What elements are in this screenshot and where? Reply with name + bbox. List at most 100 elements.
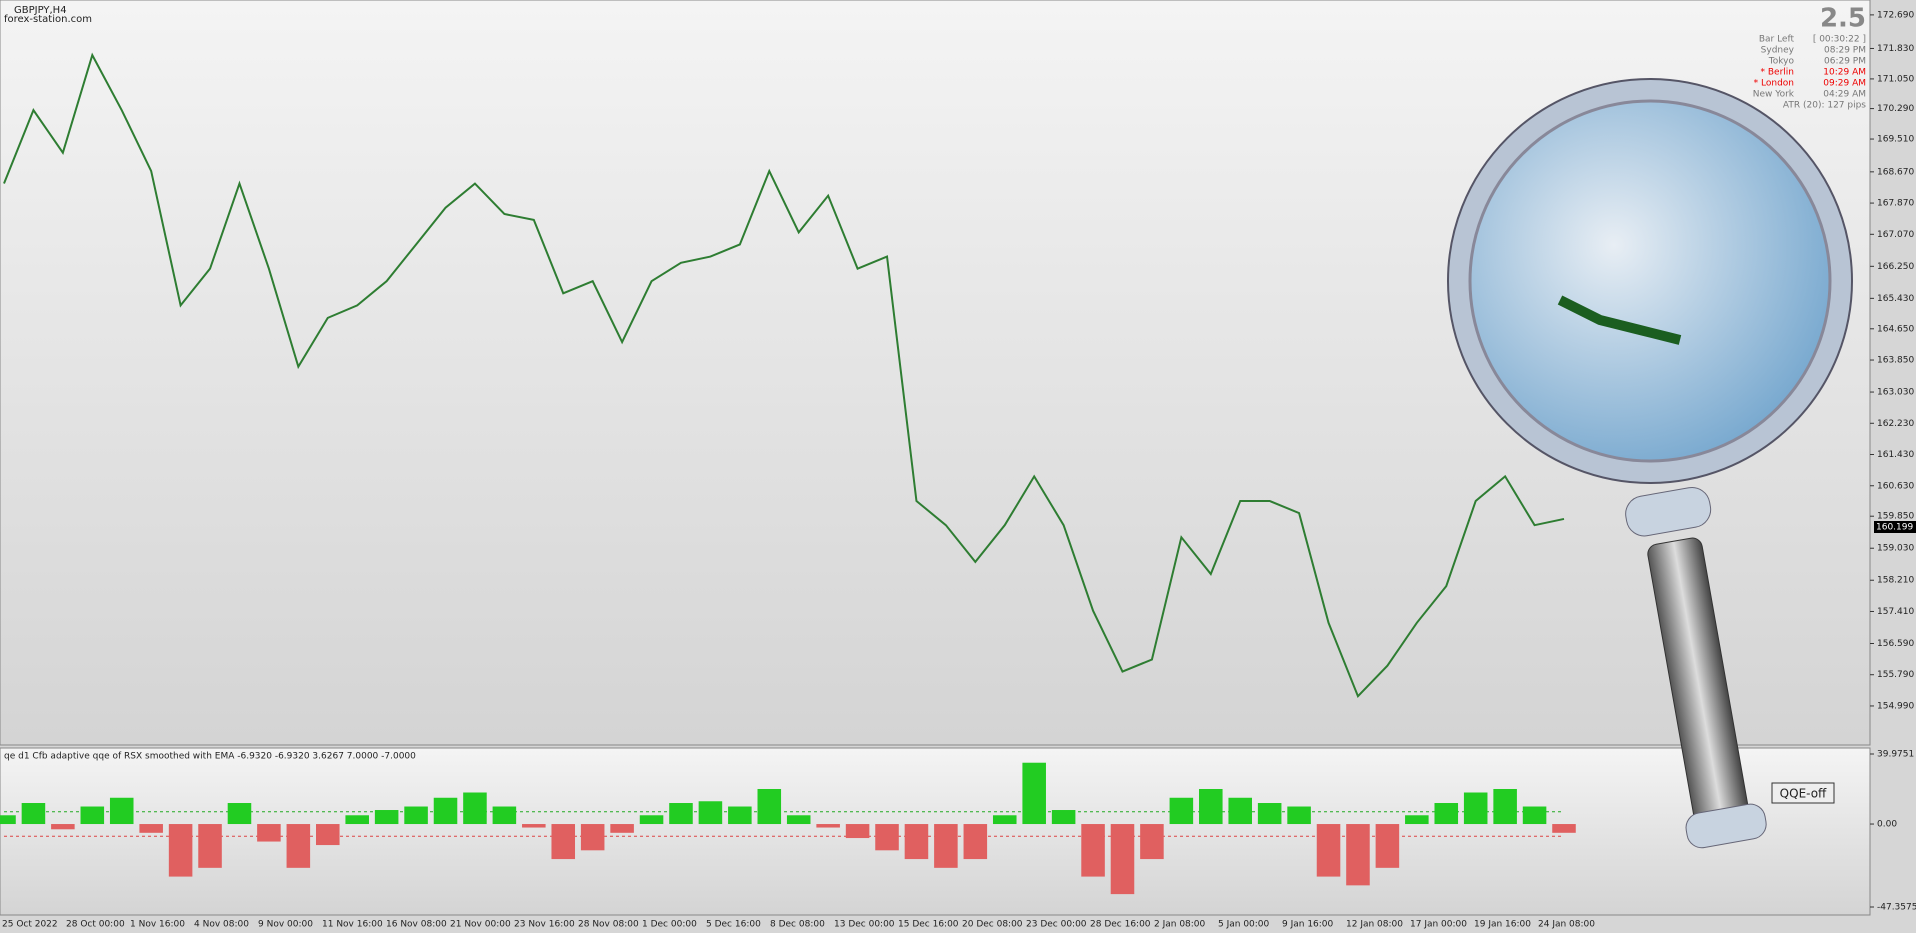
y-tick-label: 168.670 <box>1877 167 1914 177</box>
histogram-bar <box>316 824 340 846</box>
y-tick-label: 171.050 <box>1877 74 1914 84</box>
y-tick-label: 171.830 <box>1877 44 1914 54</box>
y-tick-label: 39.9751 <box>1877 750 1914 760</box>
histogram-bar <box>904 824 929 860</box>
y-tick-label: 163.030 <box>1877 388 1914 398</box>
time-label: 21 Nov 00:00 <box>450 920 511 930</box>
time-label: 12 Jan 08:00 <box>1346 920 1403 930</box>
time-label: 17 Jan 00:00 <box>1410 920 1467 930</box>
y-tick-label: -47.3575 <box>1877 903 1916 913</box>
time-label: 16 Nov 08:00 <box>386 920 447 930</box>
histogram-bar <box>522 824 546 828</box>
histogram-bar <box>963 824 988 860</box>
time-label: 9 Jan 16:00 <box>1282 920 1334 930</box>
current-price: 160.199 <box>1876 523 1913 533</box>
histogram-bar <box>1257 803 1282 825</box>
histogram-bar <box>845 824 870 839</box>
histogram-bar <box>934 824 958 868</box>
histogram-bar <box>728 806 752 825</box>
histogram-bar <box>463 792 487 825</box>
histogram-bar <box>698 801 723 825</box>
histogram-bar <box>757 788 782 825</box>
histogram-bar <box>198 824 222 868</box>
histogram-bar <box>0 815 16 825</box>
histogram-bar <box>1405 815 1429 825</box>
price-line <box>3 52 1565 699</box>
symbol: GBPJPY,H4 <box>14 5 67 16</box>
histogram-bar <box>257 824 281 842</box>
histogram-bar <box>1199 788 1223 825</box>
info-label: Tokyo <box>1768 57 1795 67</box>
histogram-bar <box>816 824 840 828</box>
histogram-bar <box>1228 797 1252 825</box>
time-label: 19 Jan 16:00 <box>1474 920 1531 930</box>
histogram-bar <box>492 806 517 825</box>
histogram-bar <box>1375 824 1400 868</box>
time-label: 5 Jan 00:00 <box>1218 920 1270 930</box>
site: forex-station.com <box>4 14 92 25</box>
spread: 2.5 <box>1820 4 1866 34</box>
time-label: 11 Nov 16:00 <box>322 920 383 930</box>
y-tick-label: 157.410 <box>1877 607 1914 617</box>
info-value: 04:29 AM <box>1823 90 1866 100</box>
histogram-bar <box>580 824 605 851</box>
y-tick-label: 166.250 <box>1877 262 1914 272</box>
histogram-bar <box>875 824 899 851</box>
histogram-bar <box>1316 824 1341 877</box>
y-tick-label: 159.030 <box>1877 544 1914 554</box>
time-label: 1 Nov 16:00 <box>130 920 185 930</box>
info-value: 10:29 AM <box>1823 68 1866 78</box>
time-label: 15 Dec 16:00 <box>898 920 959 930</box>
histogram-bar <box>286 824 311 868</box>
time-label: 24 Jan 08:00 <box>1538 920 1595 930</box>
time-label: 4 Nov 08:00 <box>194 920 249 930</box>
y-tick-label: 163.850 <box>1877 356 1914 366</box>
histogram-bar <box>51 824 75 830</box>
histogram-bar <box>1022 762 1046 825</box>
y-tick-label: 155.790 <box>1877 670 1914 680</box>
histogram-bar <box>374 810 399 825</box>
info-label: New York <box>1753 90 1795 100</box>
y-tick-label: 162.230 <box>1877 419 1914 429</box>
histogram-bar <box>786 815 811 825</box>
histogram-bar <box>21 803 46 825</box>
time-label: 25 Oct 2022 <box>2 920 58 930</box>
qqe-button-label[interactable]: QQE-off <box>1780 787 1827 801</box>
y-tick-label: 167.070 <box>1877 230 1914 240</box>
histogram-bar <box>1552 824 1576 833</box>
y-tick-label: 158.210 <box>1877 576 1914 586</box>
histogram-bar <box>1110 824 1135 895</box>
histogram-bar <box>610 824 634 833</box>
time-label: 2 Jan 08:00 <box>1154 920 1206 930</box>
histogram-bar <box>992 815 1017 825</box>
info-label: Sydney <box>1761 46 1795 56</box>
info-label: * London <box>1754 79 1794 89</box>
histogram-bar <box>669 803 693 825</box>
time-label: 8 Dec 08:00 <box>770 920 825 930</box>
time-label: 13 Dec 00:00 <box>834 920 895 930</box>
info-value: [ 00:30:22 ] <box>1813 35 1866 45</box>
histogram-bar <box>1051 810 1076 825</box>
histogram-bar <box>1434 803 1459 825</box>
histogram-bar <box>1081 824 1105 877</box>
info-label: * Berlin <box>1761 68 1794 78</box>
time-label: 23 Dec 00:00 <box>1026 920 1087 930</box>
histogram-bar <box>109 797 134 825</box>
info-value: 08:29 PM <box>1824 46 1866 56</box>
info-label: Bar Left <box>1759 35 1795 45</box>
y-tick-label: 164.650 <box>1877 324 1914 334</box>
info-value: 09:29 AM <box>1823 79 1866 89</box>
indicator-title: qe d1 Cfb adaptive qqe of RSX smoothed w… <box>4 752 416 762</box>
time-label: 9 Nov 00:00 <box>258 920 313 930</box>
y-tick-label: 159.850 <box>1877 512 1914 522</box>
histogram-bar <box>551 824 576 860</box>
magnifier <box>1447 78 1853 849</box>
y-tick-label: 161.430 <box>1877 450 1914 460</box>
time-label: 28 Dec 16:00 <box>1090 920 1151 930</box>
histogram-bar <box>1522 806 1547 825</box>
y-tick-label: 165.430 <box>1877 294 1914 304</box>
histogram-bar <box>345 815 369 825</box>
qqe-button[interactable] <box>1771 782 1835 804</box>
